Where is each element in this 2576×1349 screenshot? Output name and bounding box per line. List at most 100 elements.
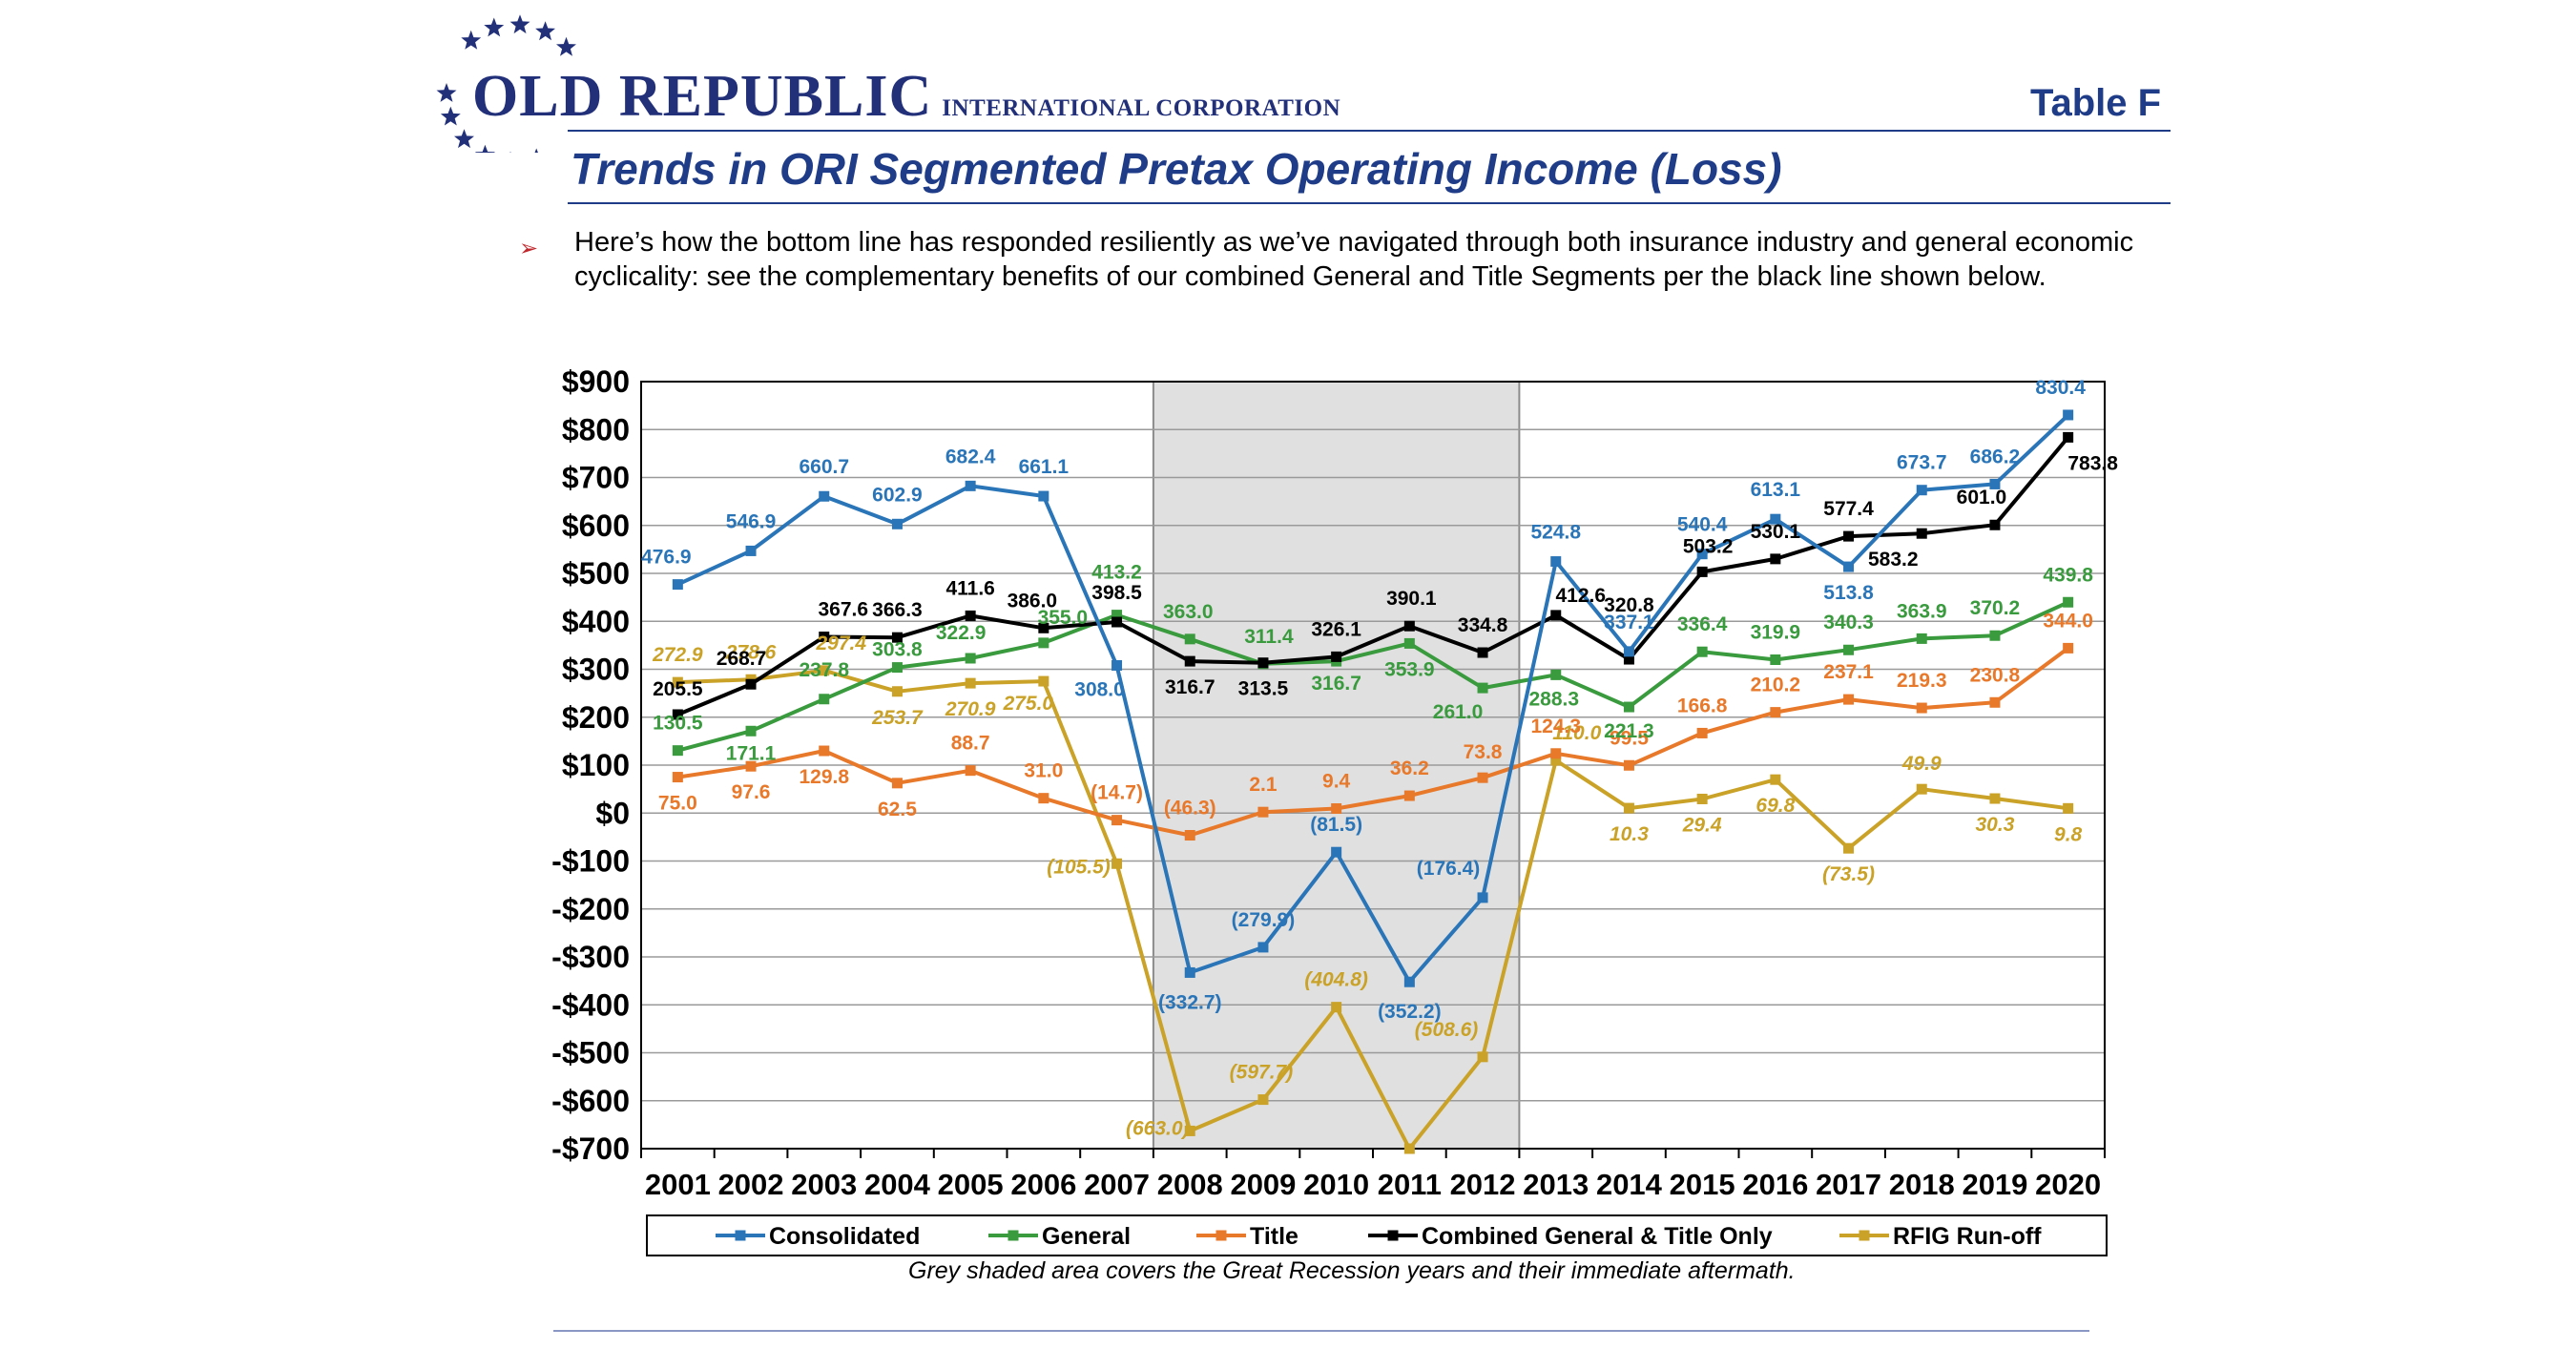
data-point-general (1989, 630, 2001, 641)
data-point-title (672, 772, 683, 783)
data-label-consolidated: 682.4 (945, 446, 996, 467)
data-point-title (1331, 803, 1342, 815)
data-label-combined: 601.0 (1957, 487, 2007, 508)
star-icon (509, 14, 530, 34)
data-point-general (1696, 646, 1708, 657)
star-icon (454, 129, 474, 149)
data-point-title (1038, 793, 1049, 804)
data-label-rfig: 253.7 (871, 707, 924, 729)
data-point-title (1989, 696, 2001, 708)
data-point-title (1111, 815, 1123, 826)
data-label-rfig: 110.0 (1552, 722, 1601, 744)
data-label-consolidated: 660.7 (799, 456, 849, 478)
data-point-general (1184, 633, 1195, 645)
data-point-general (1111, 610, 1123, 621)
star-icon (440, 106, 461, 126)
data-label-combined: 783.8 (2067, 452, 2118, 474)
data-label-rfig: 270.9 (945, 698, 996, 720)
title-rule (568, 202, 2171, 204)
data-point-general (1843, 644, 1855, 655)
data-label-title: 99.5 (1610, 727, 1649, 749)
data-label-rfig: 10.3 (1610, 823, 1649, 845)
star-icon (556, 36, 576, 56)
data-label-consolidated: (352.2) (1378, 1001, 1442, 1023)
data-label-consolidated: 524.8 (1530, 522, 1581, 544)
legend-marker-consolidated (735, 1230, 746, 1241)
y-tick-label: -$100 (551, 844, 630, 879)
data-label-general: 355.0 (1038, 607, 1089, 629)
data-label-combined: 390.1 (1386, 588, 1437, 610)
data-point-consolidated (1770, 513, 1781, 525)
legend-label-title: Title (1250, 1223, 1298, 1250)
data-point-general (1916, 633, 1927, 644)
data-point-consolidated (965, 480, 976, 491)
data-label-combined: 334.8 (1458, 614, 1508, 636)
data-point-consolidated (1623, 646, 1634, 657)
data-label-combined: 412.6 (1555, 585, 1606, 607)
data-point-rfig (891, 686, 903, 697)
data-point-combined (1331, 651, 1342, 662)
legend-marker-combined (1387, 1230, 1399, 1241)
x-tick-label: 2015 (1670, 1168, 1735, 1201)
data-label-combined: 316.7 (1165, 676, 1215, 698)
data-label-general: 370.2 (1970, 597, 2021, 619)
data-point-title (1623, 759, 1634, 771)
data-point-rfig (965, 677, 976, 689)
data-point-consolidated (1989, 478, 2001, 489)
data-point-consolidated (1331, 846, 1342, 858)
data-point-rfig (1038, 675, 1049, 687)
data-label-general: 353.9 (1384, 658, 1435, 680)
data-label-general: 261.0 (1433, 701, 1484, 723)
data-point-combined (1184, 655, 1195, 667)
y-tick-label: $800 (562, 412, 630, 446)
data-point-consolidated (1916, 485, 1927, 496)
data-point-general (965, 653, 976, 664)
data-label-title: 237.1 (1823, 661, 1874, 683)
data-label-combined: 367.6 (818, 599, 868, 621)
data-point-title (1916, 702, 1927, 714)
x-tick-label: 2013 (1523, 1168, 1589, 1201)
data-label-rfig: (105.5) (1047, 856, 1111, 878)
data-point-general (1770, 654, 1781, 666)
company-name-suffix: INTERNATIONAL CORPORATION (942, 95, 1341, 121)
header-rule (568, 130, 2171, 132)
data-point-rfig (1770, 774, 1781, 785)
data-label-consolidated: 602.9 (872, 484, 923, 506)
data-point-title (891, 778, 903, 789)
data-point-rfig (1550, 755, 1562, 766)
data-point-general (745, 725, 757, 737)
data-point-consolidated (745, 545, 757, 556)
data-label-general: 319.9 (1751, 622, 1801, 644)
data-label-consolidated: (279.9) (1232, 909, 1296, 931)
data-point-combined (1111, 616, 1123, 628)
data-label-combined: 577.4 (1823, 498, 1874, 520)
data-label-general: 439.8 (2043, 564, 2093, 586)
legend-marker-rfig (1859, 1230, 1870, 1241)
company-name: OLD REPUBLIC INTERNATIONAL CORPORATION (472, 63, 1340, 131)
data-label-rfig: (597.7) (1230, 1062, 1294, 1084)
data-point-rfig (1916, 783, 1927, 795)
data-label-title: 230.8 (1970, 664, 2021, 686)
x-tick-label: 2004 (864, 1168, 931, 1201)
data-point-title (1257, 806, 1269, 818)
data-label-rfig: 29.4 (1682, 814, 1722, 836)
series-line-combined (676, 436, 2070, 716)
data-label-combined: 366.3 (872, 599, 923, 621)
data-point-consolidated (1550, 556, 1562, 568)
data-label-title: 97.6 (732, 781, 771, 803)
data-label-general: 171.1 (726, 742, 777, 764)
x-tick-label: 2019 (1962, 1168, 2027, 1201)
page-title: Trends in ORI Segmented Pretax Operating… (571, 144, 1782, 194)
bullet-text: Here’s how the bottom line has responded… (574, 227, 2134, 292)
data-point-consolidated (1257, 942, 1269, 953)
data-label-combined: 583.2 (1868, 549, 1919, 571)
x-tick-label: 2007 (1084, 1168, 1150, 1201)
data-label-title: 124.3 (1530, 716, 1581, 737)
data-point-combined (891, 632, 903, 643)
x-tick-label: 2018 (1889, 1168, 1955, 1201)
y-tick-label: -$400 (551, 987, 630, 1022)
data-label-general: 303.8 (872, 639, 923, 661)
data-point-consolidated (819, 490, 830, 502)
data-point-combined (1550, 610, 1562, 621)
data-point-combined (1843, 530, 1855, 542)
